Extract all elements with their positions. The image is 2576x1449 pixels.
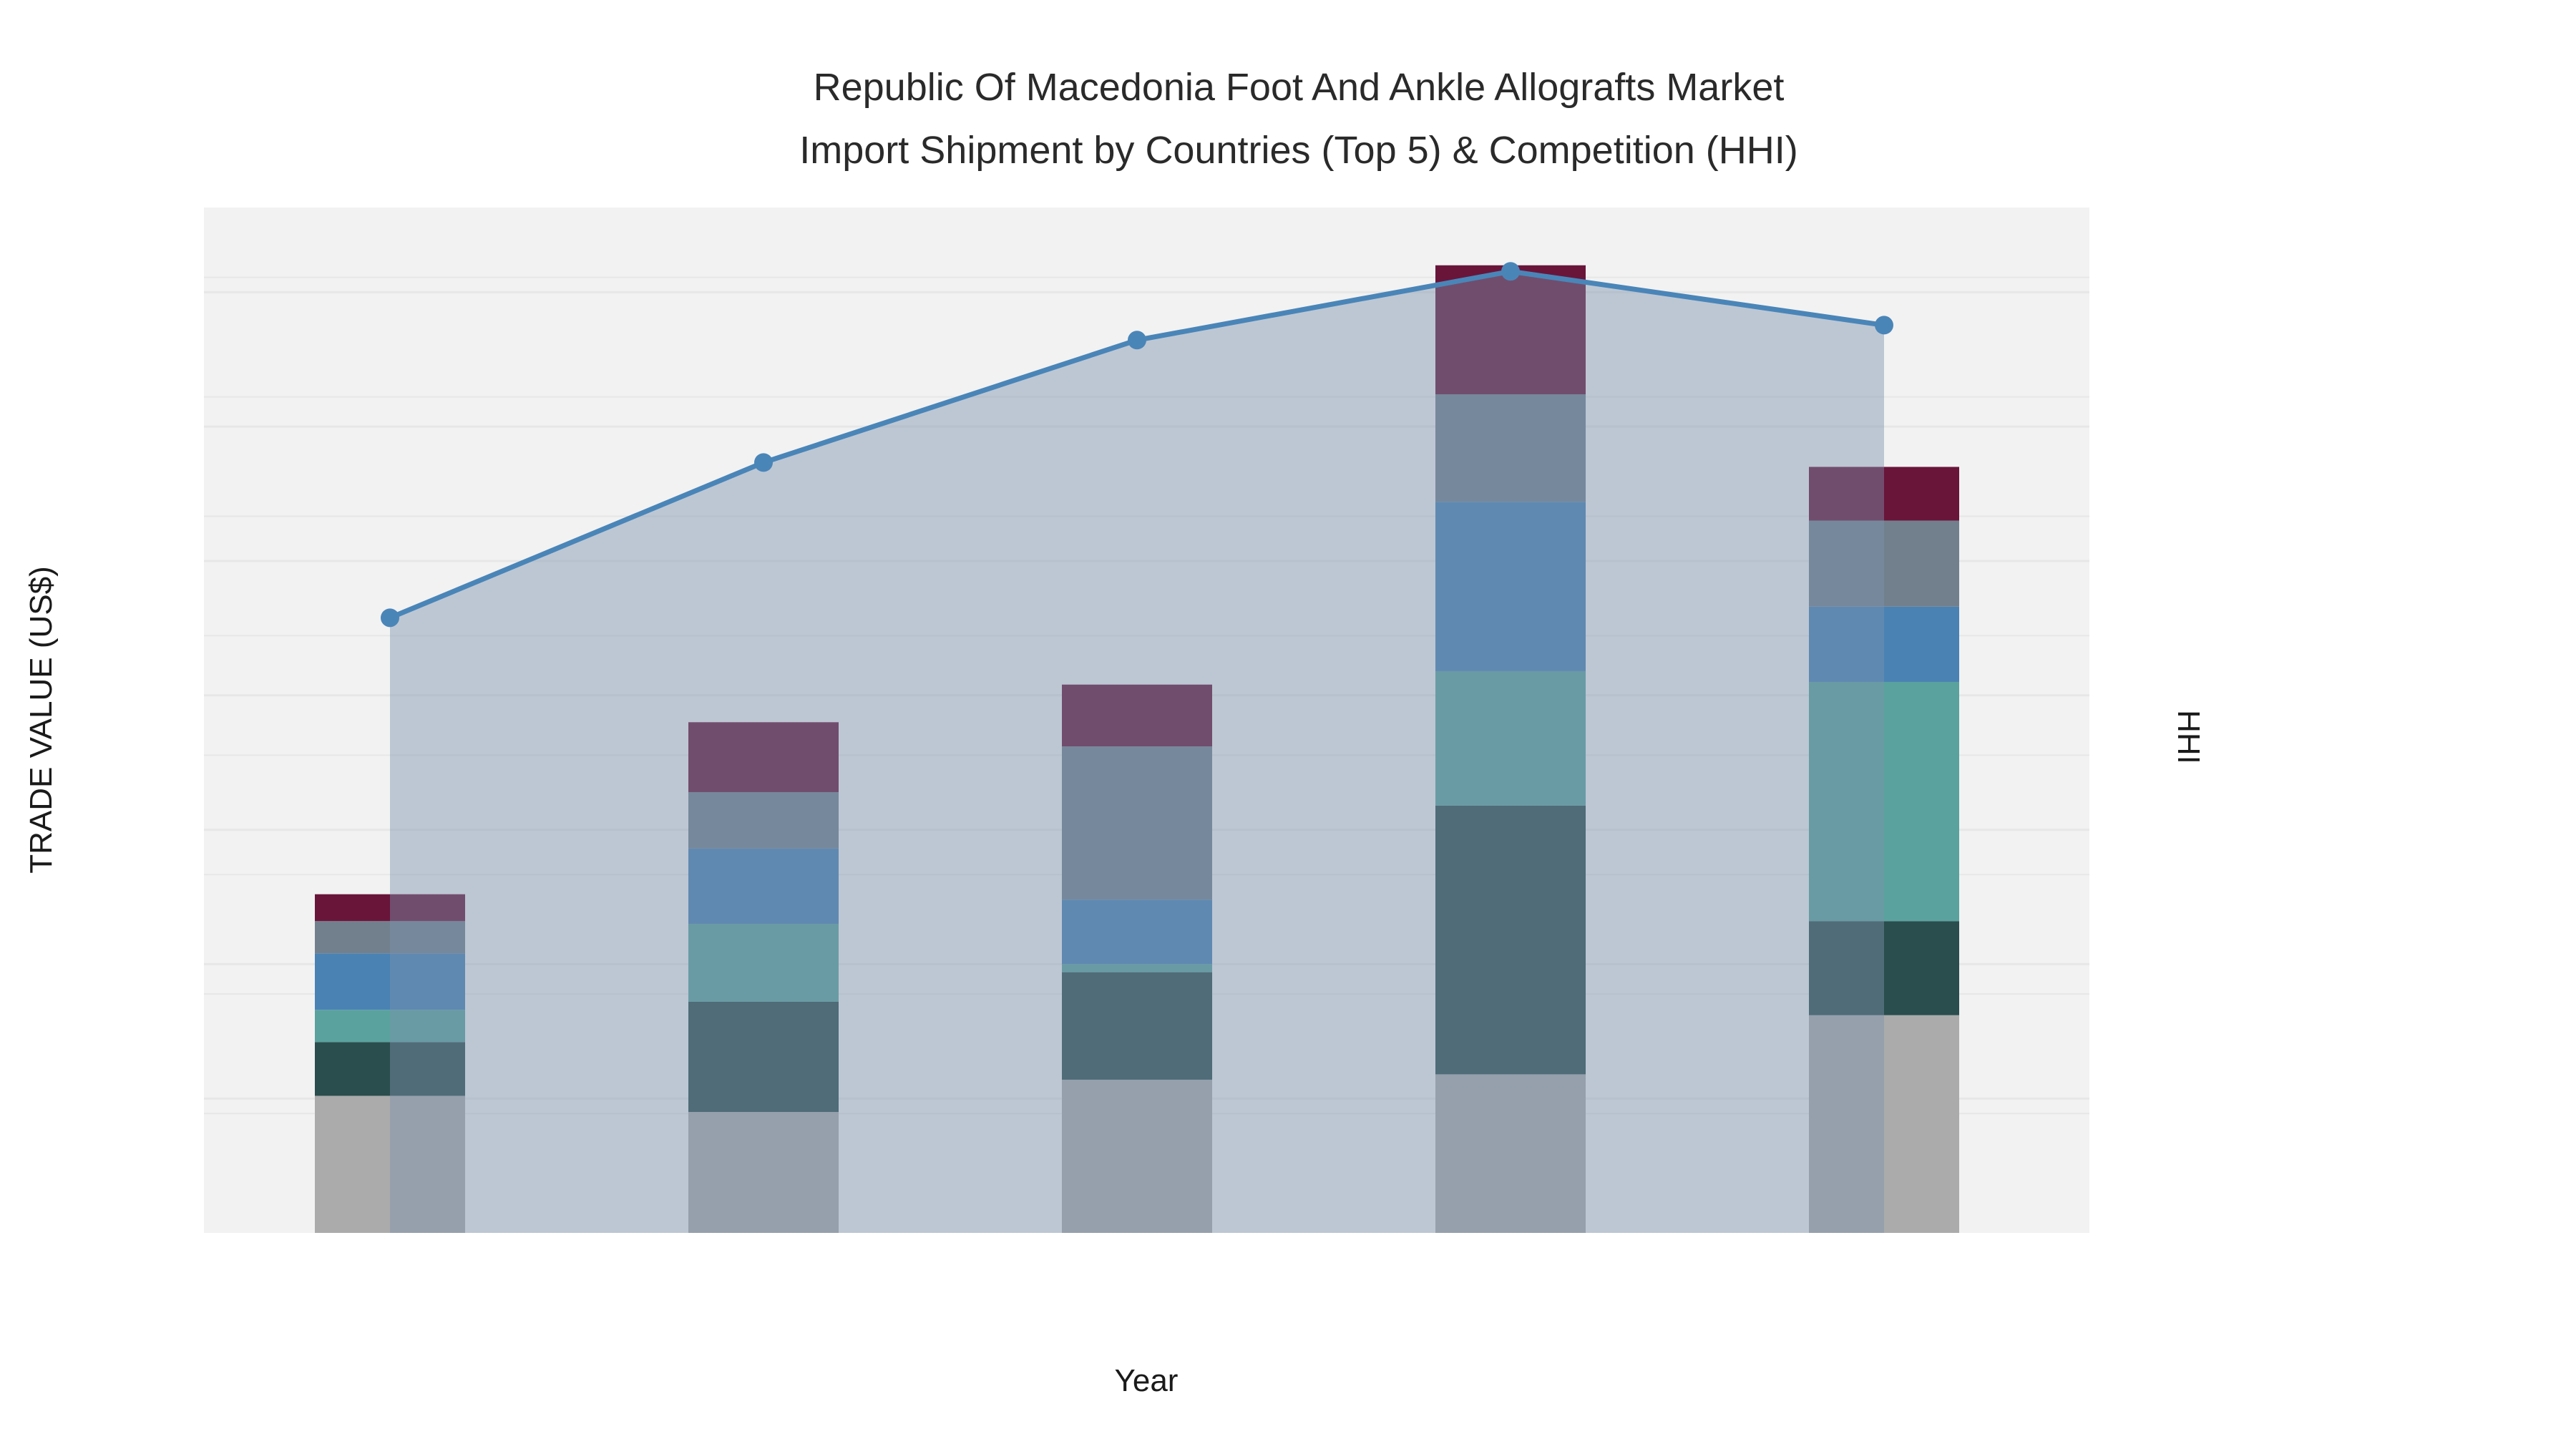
bar-2024-belgium [1809, 921, 1959, 1015]
bar-2021-germany [688, 722, 839, 792]
bar-2023-germany [1435, 265, 1586, 395]
bar-2020-belgium [315, 1042, 465, 1096]
bar-2023-uk [1435, 670, 1586, 806]
bar-2023-belgium [1435, 805, 1586, 1075]
hhi-area-fill [390, 271, 1884, 1233]
hhi-marker-2021 [754, 453, 773, 472]
bar-2023-turkey [1435, 394, 1586, 502]
bar-2020-germany [315, 894, 465, 922]
bar-2021-others [688, 1111, 839, 1233]
bar-2021-uk [688, 924, 839, 1002]
x-axis-title: Year [1114, 1363, 1179, 1398]
bar-2024-uk [1809, 681, 1959, 922]
bar-2021-usa [688, 848, 839, 924]
chart-title-line2: Import Shipment by Countries (Top 5) & C… [799, 129, 1798, 172]
bar-2021-turkey [688, 791, 839, 849]
bar-2023-others [1435, 1074, 1586, 1233]
bar-2022-others [1062, 1079, 1212, 1233]
bar-2020-uk [315, 1010, 465, 1043]
bar-2022-belgium [1062, 972, 1212, 1080]
chart-title: Republic Of Macedonia Foot And Ankle All… [154, 56, 2444, 182]
hhi-marker-2022 [1128, 331, 1146, 350]
bar-2022-uk [1062, 964, 1212, 972]
bar-2020-others [315, 1096, 465, 1233]
bar-2020-usa [315, 953, 465, 1010]
y-left-axis-title: TRADE VALUE (US$) [24, 566, 59, 874]
bar-2024-turkey [1809, 520, 1959, 607]
hhi-marker-2024 [1875, 316, 1893, 335]
bar-2024-germany [1809, 467, 1959, 521]
y-right-axis-title: HHI [2171, 710, 2206, 764]
chart-title-line1: Republic Of Macedonia Foot And Ankle All… [813, 66, 1785, 109]
bar-2024-others [1809, 1015, 1959, 1233]
bar-2022-usa [1062, 899, 1212, 965]
bar-2023-usa [1435, 502, 1586, 671]
bar-2024-usa [1809, 606, 1959, 682]
bar-series [315, 265, 1959, 1233]
bar-2021-belgium [688, 1001, 839, 1112]
bar-2022-turkey [1062, 746, 1212, 900]
hhi-marker-2020 [381, 608, 399, 628]
bar-2020-turkey [315, 921, 465, 954]
hhi-marker-2023 [1501, 262, 1520, 281]
bar-2022-germany [1062, 684, 1212, 747]
